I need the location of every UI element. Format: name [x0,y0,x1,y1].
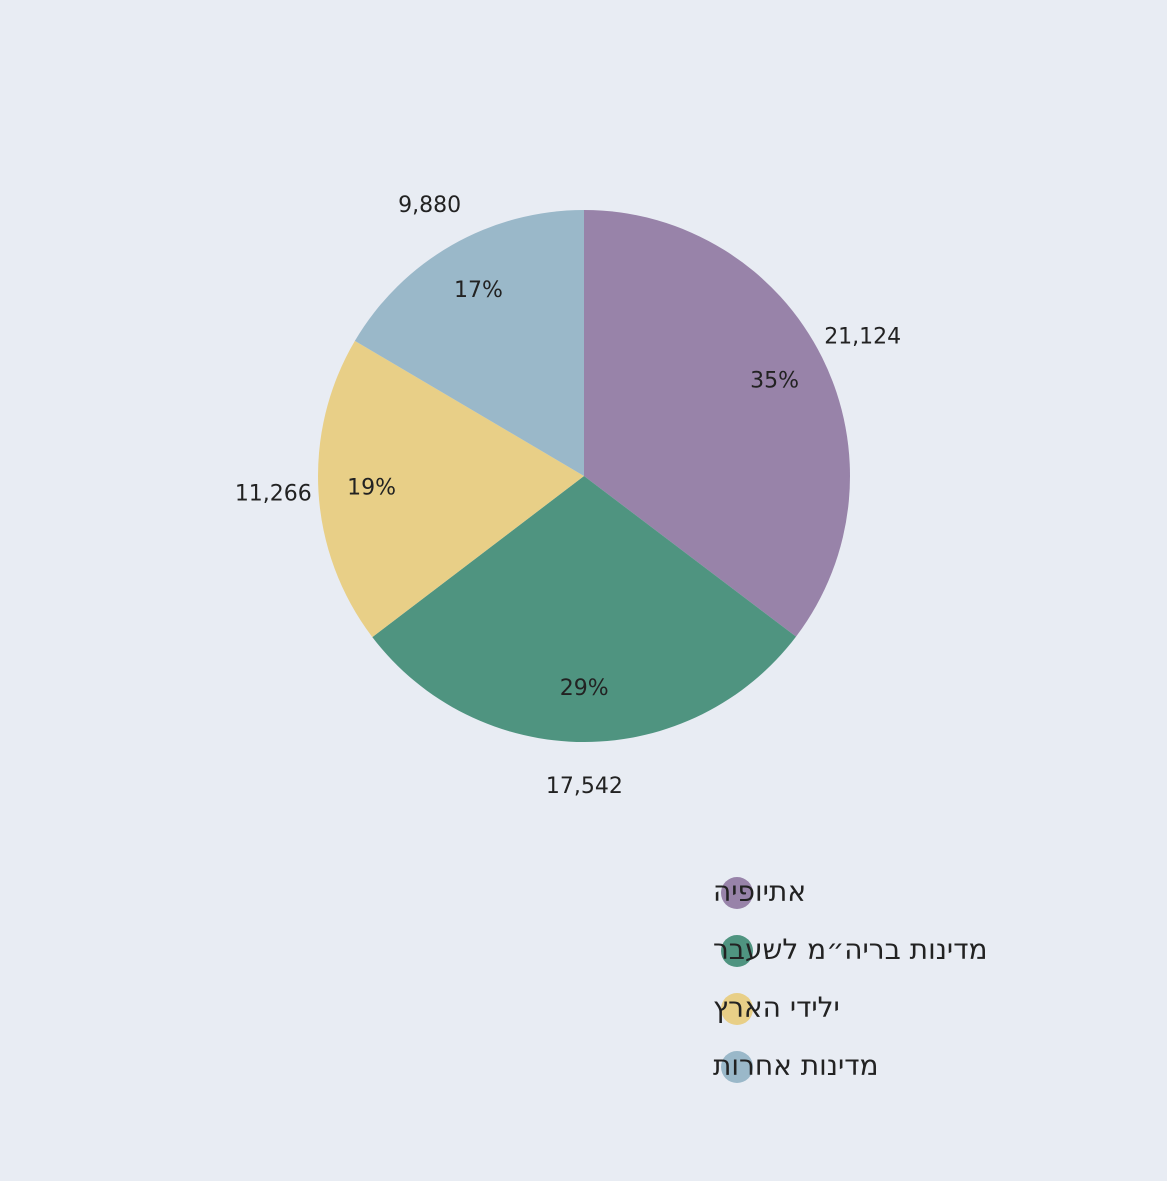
legend-label: ילידי הארץ [713,991,840,1024]
value-label: 17,542 [546,774,623,799]
legend-label: אתיופיה [713,875,806,908]
legend-label: מדינות אחרות [713,1049,879,1082]
pie-slice [318,340,584,638]
legend-swatch [721,935,753,967]
pie-slice [584,210,851,637]
percent-label: 35% [750,368,799,393]
legend-swatch [721,993,753,1025]
legend-swatch [721,1051,753,1083]
legend-label: מדינות בריה״מ לשעבר [713,933,988,966]
value-label: 21,124 [824,324,901,349]
value-label: 11,266 [235,481,312,506]
value-label: 9,880 [398,193,461,218]
legend-swatch [721,877,753,909]
percent-label: 19% [347,476,396,501]
pie-slice [372,476,797,742]
percent-label: 29% [560,676,609,701]
percent-label: 17% [454,278,503,303]
pie-slice [354,210,584,476]
